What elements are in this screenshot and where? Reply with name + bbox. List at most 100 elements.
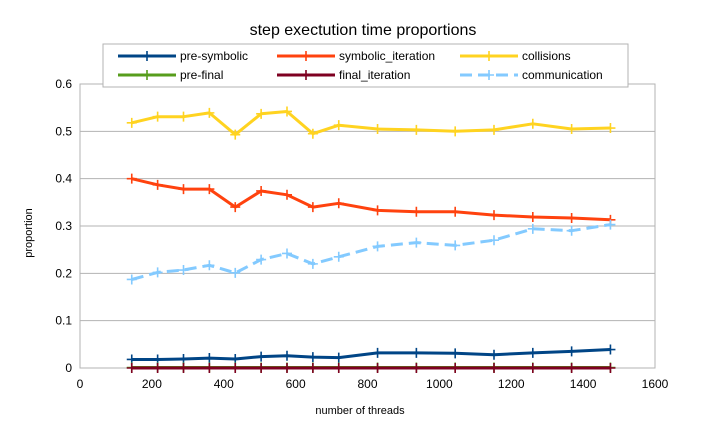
x-tick-label: 1200 (498, 377, 525, 391)
data-point (178, 184, 189, 195)
data-point (126, 173, 137, 184)
data-point (605, 363, 616, 373)
legend: pre-symbolic symbolic_iteration collisions… (102, 43, 629, 88)
x-axis-title: number of threads (315, 405, 405, 417)
legend-item-pre-symbolic: pre-symbolic (118, 49, 248, 63)
x-tick-label: 0 (77, 377, 84, 391)
y-tick-label: 0 (65, 361, 72, 375)
data-point (566, 123, 577, 134)
data-point (307, 363, 318, 373)
data-point (411, 347, 422, 358)
data-point (307, 258, 318, 269)
legend-label: collisions (522, 49, 571, 63)
data-point (282, 248, 292, 259)
data-point (178, 363, 189, 373)
x-tick-label: 1000 (426, 377, 453, 391)
y-tick-label: 0.4 (55, 172, 72, 186)
data-point (230, 267, 241, 278)
y-axis-title: proportion (23, 208, 35, 258)
data-point (333, 363, 344, 373)
series-pre-symbolic (126, 344, 616, 365)
data-point (566, 212, 577, 223)
data-point (256, 254, 267, 265)
data-point (230, 202, 241, 213)
legend-marker (142, 70, 152, 80)
legend-marker (484, 51, 494, 61)
data-point (282, 363, 292, 373)
legend-label: communication (522, 68, 603, 82)
series-symbolic_iteration (126, 173, 616, 225)
data-point (256, 351, 267, 362)
data-point (204, 363, 215, 373)
data-point (605, 123, 616, 134)
data-point (450, 240, 461, 251)
x-tick-label: 400 (214, 377, 234, 391)
data-point (126, 117, 137, 128)
data-point (450, 348, 461, 359)
legend-label: final_iteration (339, 68, 410, 82)
legend-marker (142, 51, 152, 61)
data-point (204, 353, 215, 364)
data-point (527, 363, 538, 373)
y-tick-label: 0.6 (55, 77, 72, 91)
data-point (605, 344, 616, 355)
data-point (204, 107, 215, 118)
legend-label: pre-symbolic (180, 49, 248, 63)
data-point (256, 185, 267, 196)
x-tick-label: 1400 (570, 377, 597, 391)
data-point (230, 354, 241, 365)
legend-box (102, 43, 629, 88)
data-point (152, 179, 163, 190)
data-point (450, 206, 461, 217)
chart-title: step exectution time proportions (250, 22, 477, 39)
data-point (605, 219, 616, 230)
data-point (566, 225, 577, 236)
data-point (178, 354, 189, 365)
series-communication (126, 219, 616, 285)
y-tick-label: 0.2 (55, 266, 72, 280)
data-point (178, 111, 189, 122)
data-point (282, 350, 292, 361)
data-point (372, 123, 383, 134)
series-collisions (126, 106, 616, 140)
data-point (126, 363, 137, 373)
data-point (489, 363, 499, 373)
data-point (527, 223, 538, 234)
data-point (372, 363, 383, 373)
legend-item-communication: communication (460, 68, 603, 82)
legend-item-pre-final: pre-final (118, 68, 223, 82)
data-point (372, 347, 383, 358)
data-point (307, 352, 318, 363)
data-point (230, 129, 241, 140)
data-point (372, 241, 383, 252)
data-point (450, 126, 461, 137)
x-tick-label: 800 (357, 377, 377, 391)
legend-marker (484, 70, 494, 80)
data-point (411, 206, 422, 217)
legend-marker (301, 51, 311, 61)
legend-label: pre-final (180, 68, 223, 82)
data-point (152, 111, 163, 122)
y-tick-label: 0.5 (55, 124, 72, 138)
data-point (450, 363, 461, 373)
x-tick-label: 600 (286, 377, 306, 391)
data-point (411, 124, 422, 135)
data-point (566, 363, 577, 373)
data-point (566, 346, 577, 357)
data-point (411, 363, 422, 373)
series-line (131, 177, 611, 222)
x-tick-label: 200 (142, 377, 162, 391)
legend-item-symbolic_iteration: symbolic_iteration (277, 49, 435, 63)
data-point (527, 212, 538, 223)
data-point (489, 124, 499, 135)
data-point (333, 120, 344, 131)
data-point (307, 202, 318, 213)
data-point (307, 128, 318, 139)
x-tick-label: 1600 (642, 377, 669, 391)
legend-item-final_iteration: final_iteration (277, 68, 410, 82)
data-point (256, 363, 267, 373)
data-point (372, 205, 383, 216)
data-point (282, 189, 292, 200)
data-point (204, 260, 215, 271)
